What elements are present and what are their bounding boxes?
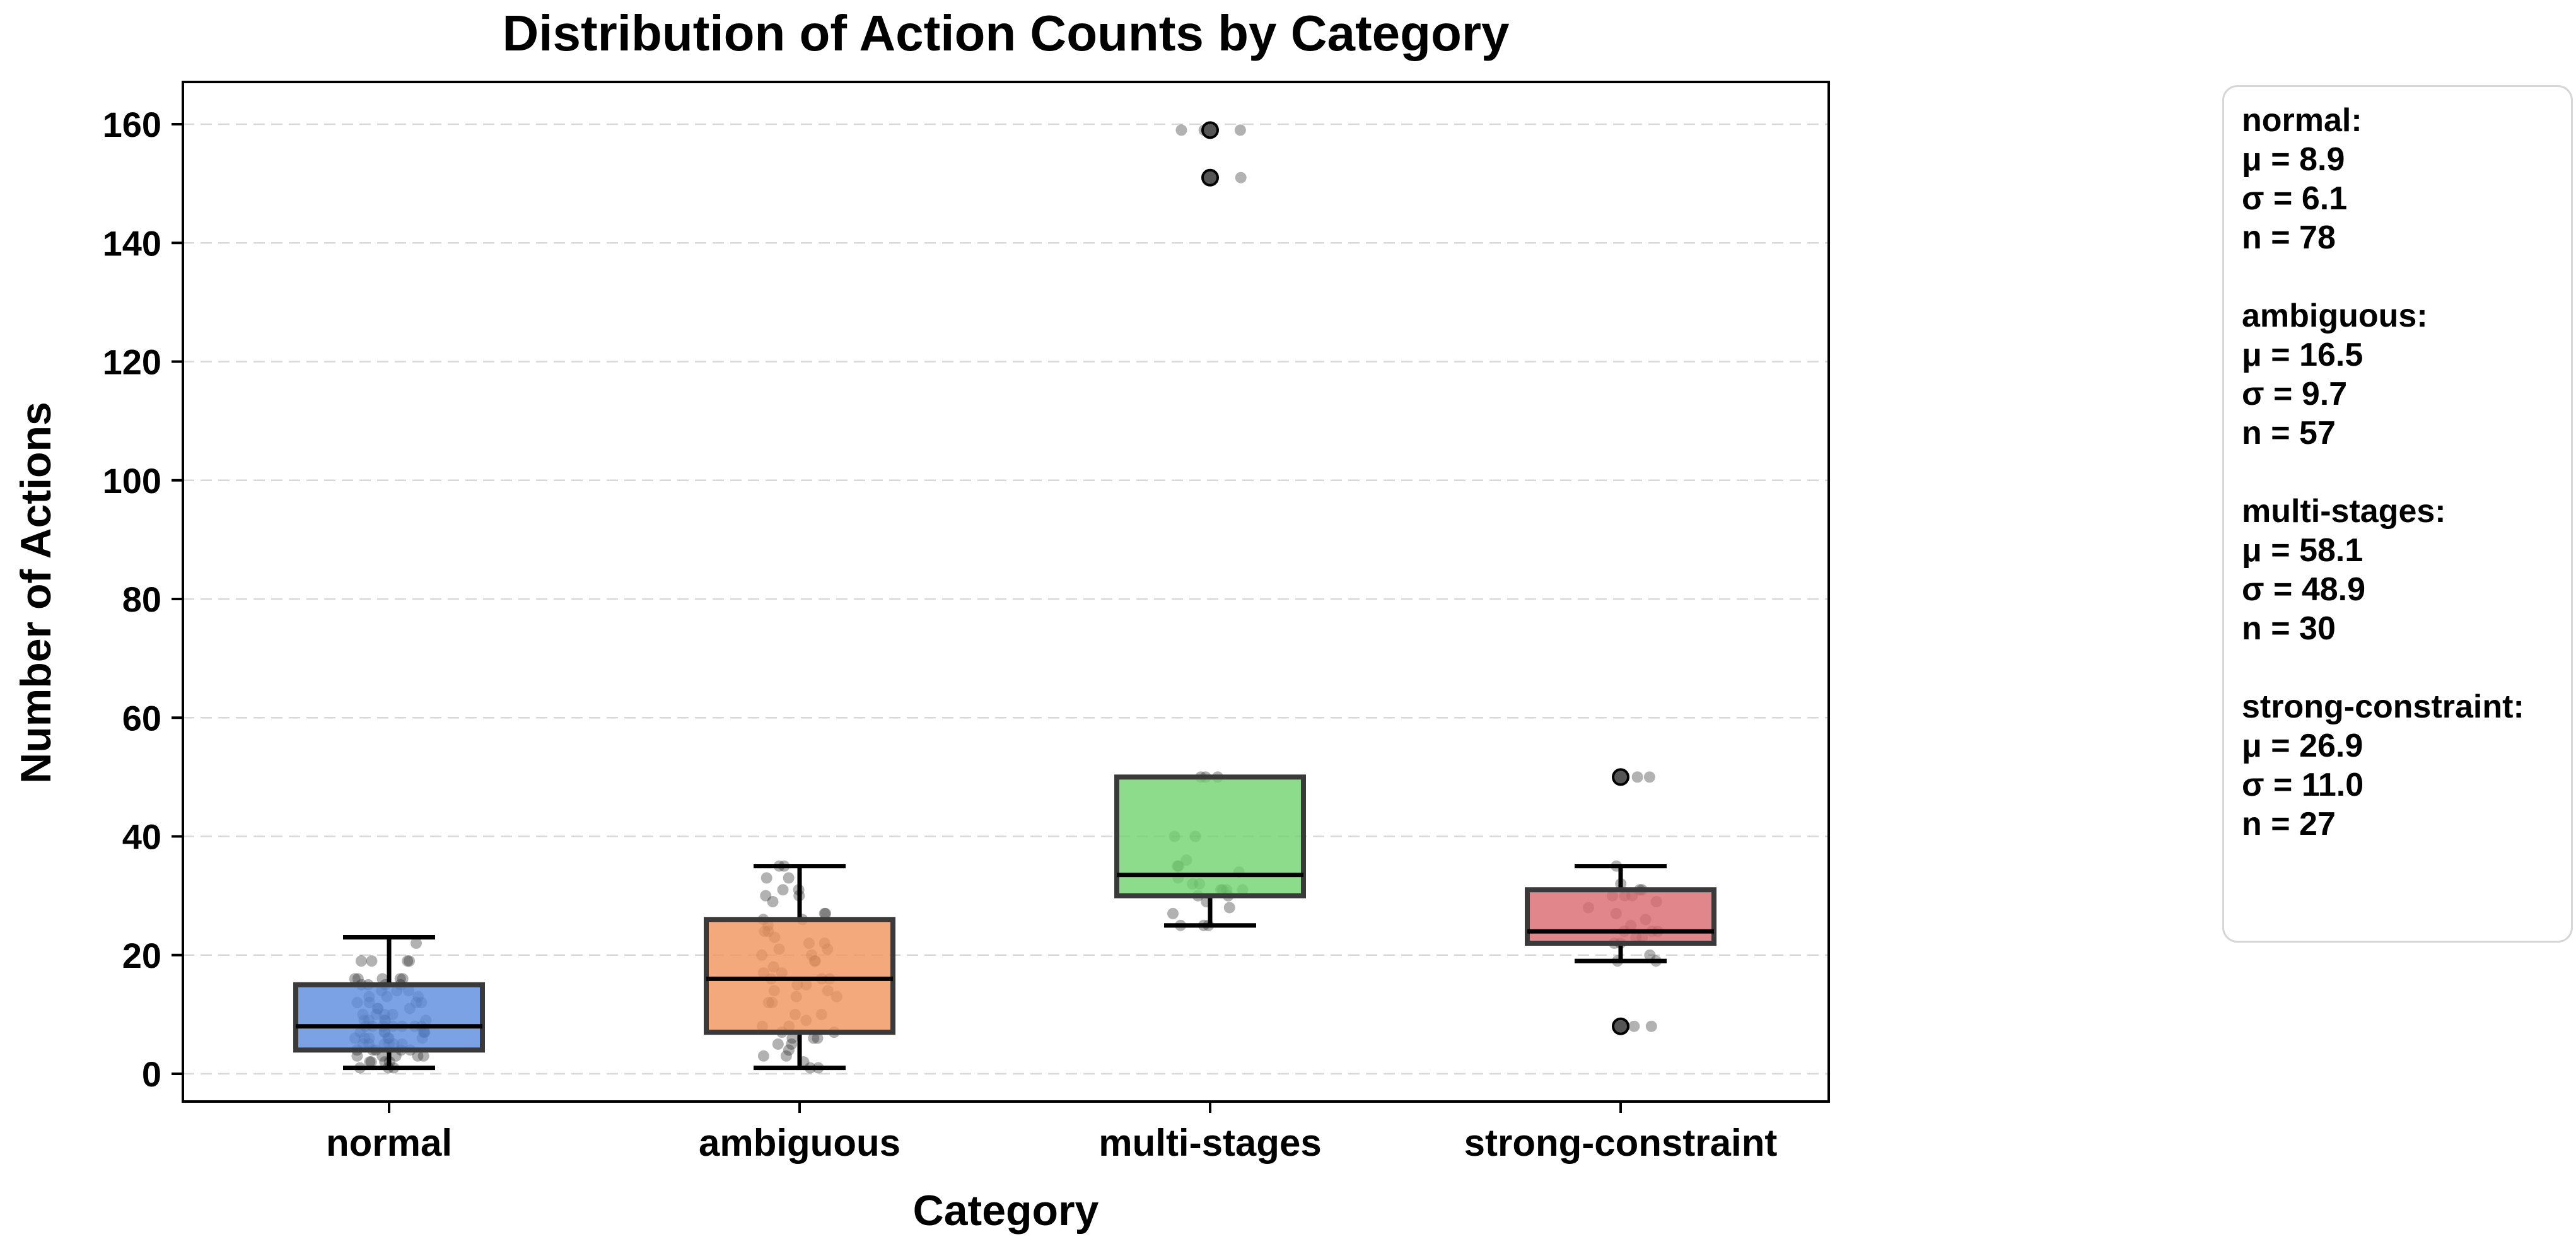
data-point [1175, 124, 1187, 136]
data-point [786, 1032, 798, 1044]
x-tick-label: strong-constraint [1464, 1122, 1778, 1164]
iqr-box [704, 917, 895, 1035]
data-point [1235, 172, 1247, 183]
y-tick-label: 20 [122, 936, 161, 975]
data-point [780, 1050, 792, 1062]
data-point [403, 955, 415, 967]
stat-mean: μ = 8.9 [2242, 141, 2345, 178]
data-point [819, 907, 830, 919]
x-tick-label: normal [326, 1122, 452, 1164]
data-point [1645, 1020, 1657, 1032]
stat-label: ambiguous: [2242, 298, 2428, 334]
y-tick-label: 40 [122, 817, 161, 857]
box-ambiguous [704, 864, 895, 1071]
data-point [808, 1032, 820, 1044]
data-point [402, 955, 414, 967]
data-point [349, 973, 361, 985]
outlier-point [1201, 121, 1219, 139]
data-point [390, 1050, 402, 1062]
data-point [761, 872, 772, 884]
y-tick-label: 60 [122, 698, 161, 738]
data-point [1643, 771, 1655, 783]
y-axis-ticks: 0 20 40 60 80 100 120 140 160 [103, 105, 183, 1094]
x-axis-label: Category [913, 1187, 1099, 1235]
data-point [1234, 124, 1246, 136]
data-point [1628, 1020, 1640, 1032]
stat-mean: μ = 58.1 [2242, 532, 2363, 569]
stat-label: strong-constraint: [2242, 689, 2524, 725]
stat-std: σ = 48.9 [2242, 571, 2366, 608]
iqr-box [1525, 887, 1716, 946]
data-point [411, 937, 423, 949]
stat-std: σ = 11.0 [2242, 767, 2364, 803]
data-point [777, 884, 789, 896]
data-point [760, 890, 772, 902]
y-tick-label: 140 [103, 223, 161, 263]
data-point [366, 955, 378, 967]
data-point [1167, 907, 1179, 919]
stat-std: σ = 6.1 [2242, 180, 2348, 217]
stats-strong-constraint: strong-constraint: μ = 26.9 σ = 11.0 n =… [2242, 687, 2571, 844]
plot-frame [182, 81, 1830, 1103]
chart-title: Distribution of Action Counts by Categor… [503, 5, 1510, 61]
stats-normal: normal: μ = 8.9 σ = 6.1 n = 78 [2242, 101, 2571, 257]
y-tick-label: 0 [142, 1054, 161, 1094]
data-point [783, 1044, 795, 1056]
data-point [376, 1050, 388, 1062]
box-normal [293, 935, 485, 1071]
stat-count: n = 57 [2242, 415, 2336, 451]
grid-lines [183, 123, 1829, 1075]
data-point [364, 1056, 376, 1068]
data-point [355, 955, 367, 967]
x-axis-ticks: normal ambiguous multi-stages strong-constr… [326, 1102, 1777, 1164]
outlier-point [1612, 768, 1629, 786]
stat-mean: μ = 26.9 [2242, 728, 2363, 764]
data-point [757, 1050, 769, 1062]
data-point [1644, 949, 1656, 961]
data-point [1631, 771, 1643, 783]
box-multi-stages [1114, 774, 1306, 928]
data-point [365, 1056, 377, 1068]
stats-ambiguous: ambiguous: μ = 16.5 σ = 9.7 n = 57 [2242, 296, 2571, 453]
y-tick-label: 100 [103, 461, 161, 501]
outlier-point [1612, 1017, 1629, 1035]
stat-std: σ = 9.7 [2242, 376, 2348, 412]
data-point [352, 973, 364, 985]
data-point [767, 896, 779, 908]
x-tick-label: ambiguous [699, 1122, 900, 1164]
boxes [293, 774, 1716, 1071]
outliers [1201, 121, 1629, 1035]
outlier-point [1201, 168, 1219, 187]
stats-multi-stages: multi-stages: μ = 58.1 σ = 48.9 n = 30 [2242, 492, 2571, 648]
data-point [820, 907, 832, 919]
data-point [394, 973, 406, 985]
y-tick-label: 80 [122, 579, 161, 619]
iqr-box [1114, 774, 1306, 898]
box-strong-constraint [1525, 864, 1716, 963]
stat-label: normal: [2242, 102, 2362, 139]
stat-count: n = 78 [2242, 219, 2336, 256]
data-point [812, 1032, 824, 1044]
stat-count: n = 27 [2242, 806, 2336, 842]
x-tick-label: multi-stages [1099, 1122, 1321, 1164]
y-tick-label: 120 [103, 342, 161, 382]
stats-annotation-box: normal: μ = 8.9 σ = 6.1 n = 78 ambiguous… [2222, 85, 2573, 943]
stat-mean: μ = 16.5 [2242, 337, 2363, 373]
data-point [786, 1038, 798, 1050]
data-point [783, 872, 795, 884]
y-tick-label: 160 [103, 105, 161, 144]
data-point [351, 1050, 363, 1062]
data-point [412, 1050, 424, 1062]
stat-count: n = 30 [2242, 610, 2336, 647]
y-axis-label: Number of Actions [12, 402, 60, 784]
data-point [397, 973, 409, 985]
stat-label: multi-stages: [2242, 493, 2446, 530]
data-point [376, 973, 388, 985]
data-point [1223, 902, 1235, 914]
iqr-box [293, 982, 485, 1053]
data-point [772, 1038, 784, 1050]
data-point [417, 1050, 429, 1062]
